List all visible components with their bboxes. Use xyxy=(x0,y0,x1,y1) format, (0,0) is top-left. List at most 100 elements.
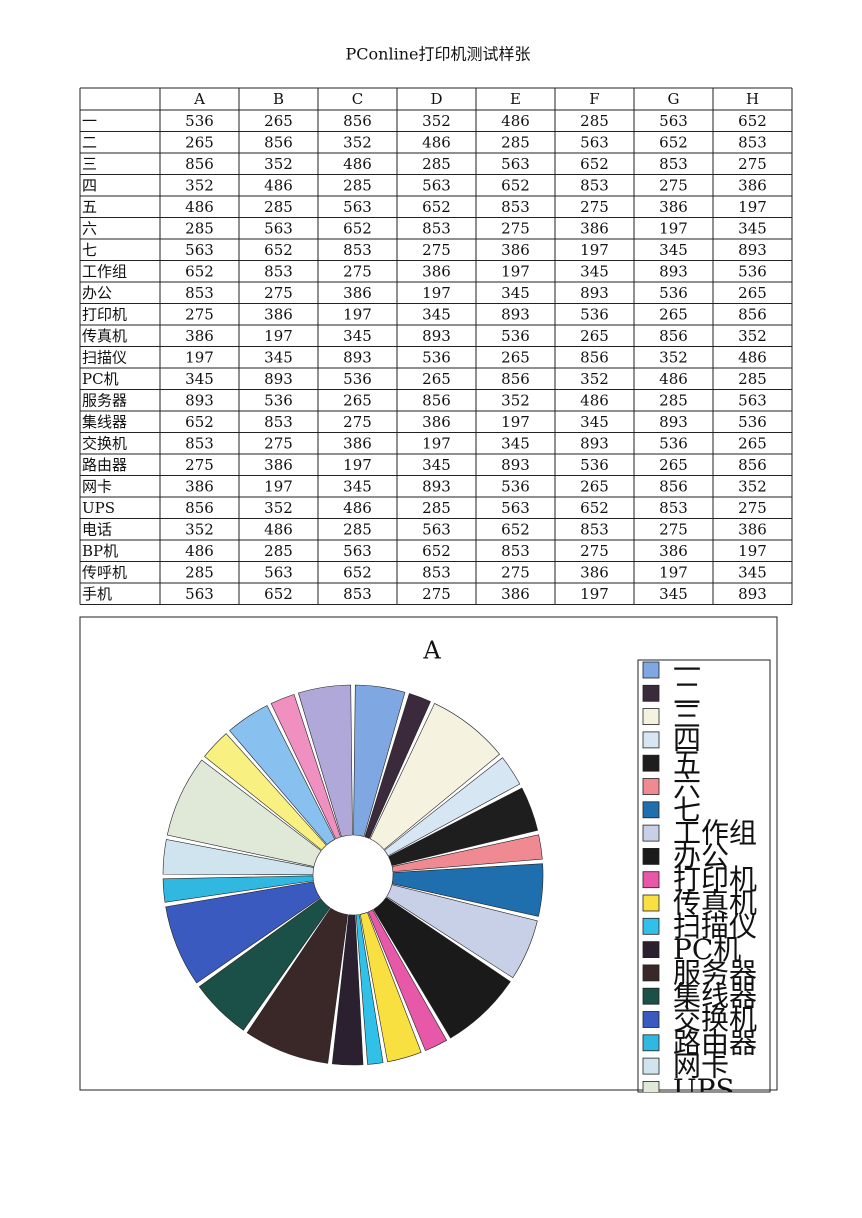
cell-value: 345 xyxy=(659,241,688,259)
cell-value: 197 xyxy=(580,241,609,259)
cell-value: 285 xyxy=(185,219,214,237)
row-label: 传呼机 xyxy=(82,563,127,581)
cell-value: 563 xyxy=(422,520,451,538)
cell-value: 345 xyxy=(343,327,372,345)
legend-swatch xyxy=(642,917,660,935)
row-label: UPS xyxy=(82,499,115,517)
cell-value: 265 xyxy=(264,112,293,130)
legend-label: BP机 xyxy=(673,1120,740,1153)
cell-value: 853 xyxy=(264,413,293,431)
cell-value: 536 xyxy=(264,391,293,409)
cell-value: 893 xyxy=(738,585,767,603)
cell-value: 856 xyxy=(659,477,688,495)
chart-title: A xyxy=(422,637,441,665)
cell-value: 345 xyxy=(738,219,767,237)
cell-value: 275 xyxy=(659,176,688,194)
cell-value: 285 xyxy=(264,198,293,216)
cell-value: 386 xyxy=(738,176,767,194)
cell-value: 563 xyxy=(264,563,293,581)
cell-value: 536 xyxy=(185,112,214,130)
cell-value: 345 xyxy=(343,477,372,495)
legend-label: 一 xyxy=(673,654,701,687)
legend-swatch xyxy=(642,987,660,1005)
legend-swatch xyxy=(642,684,660,702)
data-table: A B C D E F G H 一 536 265 856 352 486 285 563 652 二 265 856… xyxy=(79,87,793,605)
row-label: 办公 xyxy=(82,284,112,302)
chart-frame xyxy=(79,616,778,1091)
cell-value: 275 xyxy=(422,241,451,259)
cell-value: 563 xyxy=(501,499,530,517)
cell-value: 486 xyxy=(580,391,609,409)
legend-label: 传真机 xyxy=(673,887,757,920)
cell-value: 345 xyxy=(264,348,293,366)
cell-value: 486 xyxy=(343,499,372,517)
cell-value: 652 xyxy=(264,585,293,603)
cell-value: 856 xyxy=(185,499,214,517)
cell-value: 345 xyxy=(185,370,214,388)
cell-value: 893 xyxy=(659,262,688,280)
row-label: 服务器 xyxy=(82,391,127,409)
cell-value: 486 xyxy=(659,370,688,388)
legend-swatch xyxy=(642,778,660,795)
cell-value: 893 xyxy=(659,413,688,431)
cell-value: 652 xyxy=(501,520,530,538)
cell-value: 386 xyxy=(659,198,688,216)
legend-label: 交换机 xyxy=(673,1003,757,1036)
row-label: 传真机 xyxy=(82,327,127,345)
row-label: 工作组 xyxy=(82,262,127,280)
cell-value: 352 xyxy=(185,520,214,538)
cell-value: 856 xyxy=(738,305,767,323)
cell-value: 652 xyxy=(343,219,372,237)
cell-value: 853 xyxy=(264,262,293,280)
cell-value: 275 xyxy=(501,563,530,581)
cell-value: 386 xyxy=(343,434,372,452)
cell-value: 652 xyxy=(580,499,609,517)
cell-value: 345 xyxy=(422,456,451,474)
legend-swatch xyxy=(642,1081,660,1092)
cell-value: 197 xyxy=(264,327,293,345)
pie-slice xyxy=(388,787,539,866)
cell-value: 856 xyxy=(422,391,451,409)
pie xyxy=(162,684,544,1066)
cell-value: 386 xyxy=(501,585,530,603)
cell-value: 386 xyxy=(343,284,372,302)
cell-value: 856 xyxy=(738,456,767,474)
cell-value: 265 xyxy=(659,456,688,474)
legend-swatch xyxy=(643,1105,659,1121)
cell-value: 386 xyxy=(264,456,293,474)
cell-value: 275 xyxy=(185,305,214,323)
legend-swatch xyxy=(643,1151,659,1167)
cell-value: 853 xyxy=(580,520,609,538)
cell-value: 275 xyxy=(738,155,767,173)
cell-value: 265 xyxy=(422,370,451,388)
cell-value: 856 xyxy=(343,112,372,130)
cell-value: 853 xyxy=(343,585,372,603)
legend-swatch xyxy=(642,1057,660,1075)
row-label: 七 xyxy=(82,241,97,259)
legend-label: 集线器 xyxy=(673,980,757,1013)
cell-value: 536 xyxy=(580,456,609,474)
cell-value: 275 xyxy=(422,585,451,603)
pie-slice xyxy=(386,884,538,979)
cell-value: 893 xyxy=(422,477,451,495)
legend-swatch xyxy=(642,894,660,912)
cell-value: 536 xyxy=(659,284,688,302)
cell-value: 486 xyxy=(185,542,214,560)
page-title: PConline打印机测试样张 xyxy=(346,45,531,64)
row-label: 打印机 xyxy=(82,305,127,323)
cell-value: 352 xyxy=(580,370,609,388)
legend-swatch xyxy=(642,871,660,889)
legend-swatch xyxy=(643,1175,659,1191)
legend-swatch xyxy=(642,941,660,958)
row-label: 二 xyxy=(82,133,97,151)
pie-slice xyxy=(369,703,501,850)
cell-value: 345 xyxy=(422,305,451,323)
row-label: PC机 xyxy=(82,370,119,388)
legend-label: 三 xyxy=(673,700,701,733)
cell-value: 345 xyxy=(738,563,767,581)
cell-value: 853 xyxy=(422,563,451,581)
cell-value: 652 xyxy=(185,413,214,431)
cell-value: 197 xyxy=(422,434,451,452)
legend-label: 打印机 xyxy=(673,863,757,896)
